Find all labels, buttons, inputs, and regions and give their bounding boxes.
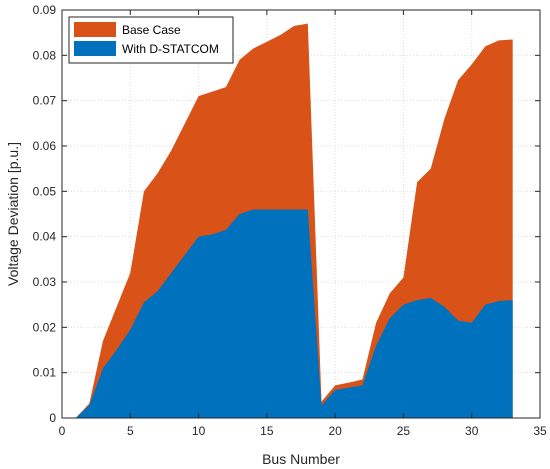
x-tick-label: 0 xyxy=(59,424,66,438)
y-tick-label: 0.03 xyxy=(33,275,57,289)
y-tick-label: 0.07 xyxy=(33,94,57,108)
legend: Base Case With D-STATCOM xyxy=(68,16,234,64)
plot-areas xyxy=(75,23,513,418)
area-series-with-d-statcom xyxy=(75,209,513,418)
y-tick-label: 0.08 xyxy=(33,48,57,62)
y-axis-label: Voltage Deviation [p.u.] xyxy=(5,142,21,286)
y-tick-label: 0.01 xyxy=(33,366,57,380)
legend-label-base-case: Base Case xyxy=(122,23,181,37)
y-tick-label: 0.04 xyxy=(33,230,57,244)
y-tick-labels: 0 0.01 0.02 0.03 0.04 0.05 0.06 0.07 0.08 0.09 xyxy=(33,3,57,425)
x-tick-label: 20 xyxy=(328,424,342,438)
y-tick-label: 0.02 xyxy=(33,320,57,334)
x-tick-label: 35 xyxy=(533,424,547,438)
x-tick-label: 15 xyxy=(260,424,274,438)
x-tick-labels: 0 5 10 15 20 25 30 35 xyxy=(59,424,547,438)
x-tick-label: 5 xyxy=(127,424,134,438)
y-tick-label: 0.09 xyxy=(33,3,57,17)
y-tick-label: 0.05 xyxy=(33,184,57,198)
legend-swatch-with-d-statcom xyxy=(74,41,116,56)
x-axis-label: Bus Number xyxy=(262,451,340,467)
x-tick-label: 25 xyxy=(397,424,411,438)
y-tick-label: 0.06 xyxy=(33,139,57,153)
x-tick-label: 10 xyxy=(192,424,206,438)
x-tick-label: 30 xyxy=(465,424,479,438)
tick-marks xyxy=(61,9,541,419)
y-tick-label: 0 xyxy=(49,411,56,425)
legend-swatch-base-case xyxy=(74,22,116,37)
plot-frame xyxy=(61,9,541,419)
legend-label-with-d-statcom: With D-STATCOM xyxy=(122,42,219,56)
